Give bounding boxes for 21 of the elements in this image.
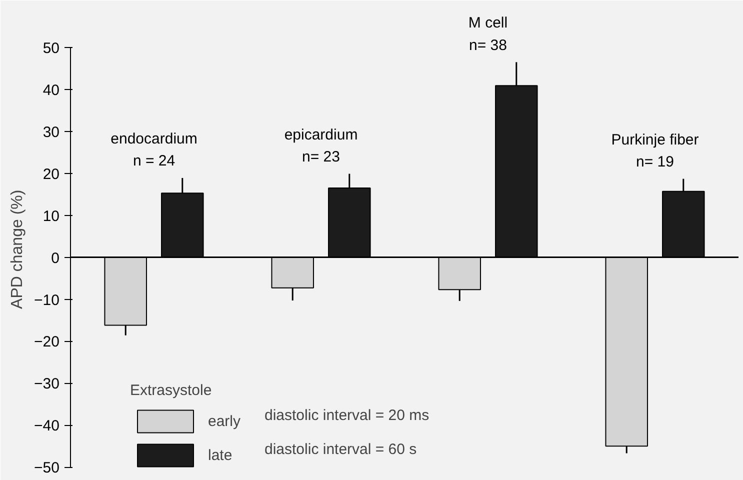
y-axis-title: APD change (%) (9, 190, 26, 309)
annotation: diastolic interval = 60 s (264, 441, 417, 458)
y-tick-label: 10 (42, 208, 60, 225)
y-tick-label: 20 (42, 166, 60, 183)
y-tick-label: −20 (34, 334, 60, 351)
legend-label: late (208, 446, 232, 464)
y-tick-label: 40 (42, 82, 60, 99)
legend-title: Extrasystole (130, 382, 213, 399)
y-tick-label: −50 (34, 460, 60, 477)
y-tick-label: −40 (34, 418, 60, 435)
x-tick-label: M cell n= 38 (468, 14, 508, 54)
y-tick-label: −10 (34, 292, 60, 309)
y-tick-label: 0 (51, 250, 60, 267)
y-tick-label: −30 (34, 376, 60, 393)
x-tick-label: epicardium n= 23 (284, 126, 358, 166)
x-tick-label: endocardium n = 24 (110, 130, 198, 170)
x-tick-label: Purkinje fiber n= 19 (611, 131, 699, 170)
y-tick-label: 30 (42, 124, 60, 141)
annotation: diastolic interval = 20 ms (264, 407, 430, 424)
y-tick-label: 50 (42, 40, 60, 57)
legend-label: early (208, 412, 241, 430)
